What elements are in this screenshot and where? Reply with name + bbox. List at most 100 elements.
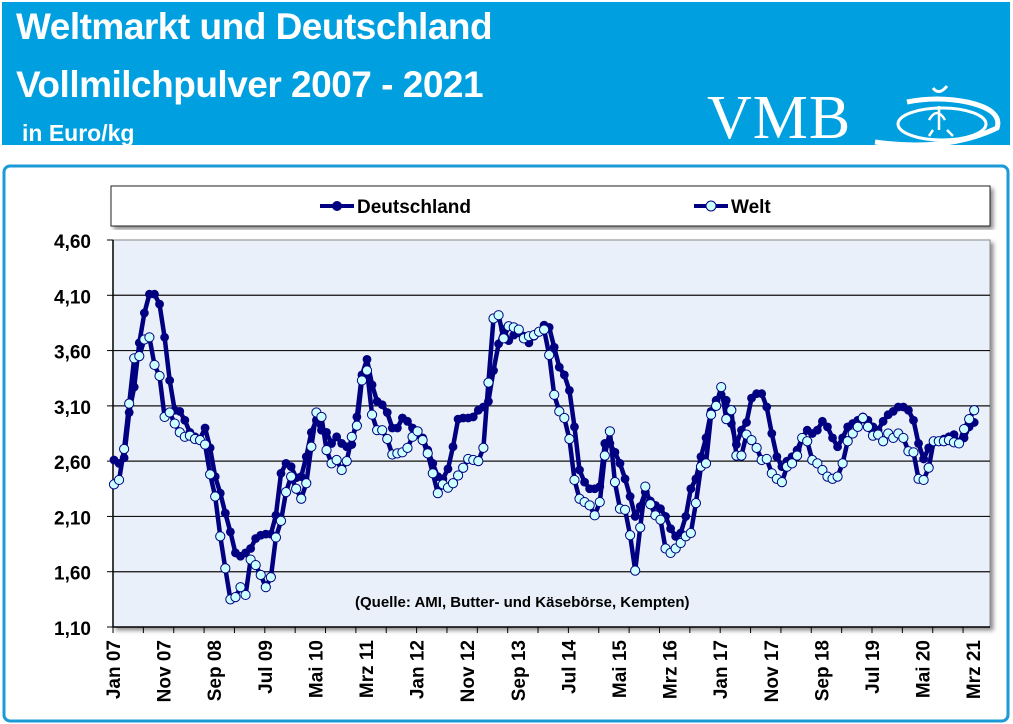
- data-point: [286, 462, 296, 472]
- data-point: [554, 406, 565, 417]
- data-point: [584, 500, 595, 511]
- series-welt: [108, 310, 980, 605]
- data-point: [716, 381, 727, 393]
- data-point: [919, 454, 928, 464]
- data-point: [250, 559, 261, 571]
- x-tick-label: Mai 10: [306, 640, 327, 698]
- data-point: [119, 443, 130, 455]
- data-point: [832, 471, 843, 482]
- data-point: [362, 355, 372, 364]
- data-point: [964, 414, 975, 425]
- data-point: [210, 491, 221, 502]
- data-point: [205, 469, 216, 480]
- header-banner: Weltmarkt und Deutschland Vollmilchpulve…: [2, 2, 1010, 145]
- data-point: [291, 483, 302, 494]
- data-point: [918, 474, 929, 486]
- data-point: [422, 448, 433, 459]
- data-point: [341, 456, 352, 467]
- data-point: [711, 400, 722, 411]
- data-point: [751, 442, 762, 453]
- data-point: [904, 405, 913, 415]
- data-point: [392, 423, 402, 433]
- data-point: [619, 504, 631, 515]
- data-point: [327, 439, 336, 448]
- data-point: [742, 418, 751, 427]
- legend-label-welt: Welt: [731, 197, 771, 218]
- data-point: [696, 452, 706, 462]
- data-point: [569, 474, 580, 486]
- data-point: [377, 425, 388, 436]
- data-point: [726, 405, 737, 416]
- x-tick-label: Mai 20: [914, 640, 935, 698]
- data-point: [230, 592, 241, 603]
- data-point: [276, 468, 286, 478]
- cow-swirl-icon: [874, 85, 1001, 145]
- data-point: [447, 478, 459, 489]
- data-point: [615, 458, 625, 468]
- data-point: [953, 438, 965, 449]
- data-point: [898, 432, 909, 444]
- data-point: [473, 456, 484, 467]
- data-point: [336, 464, 347, 476]
- data-point: [150, 289, 159, 299]
- data-point: [220, 563, 231, 574]
- data-point: [493, 310, 504, 321]
- data-point: [270, 532, 282, 543]
- data-point: [862, 421, 874, 432]
- data-point: [872, 429, 884, 440]
- data-point: [483, 377, 494, 388]
- data-point: [675, 537, 686, 549]
- data-point: [265, 572, 276, 583]
- data-point: [776, 477, 788, 488]
- data-point: [412, 426, 423, 437]
- data-point: [296, 472, 306, 482]
- data-point: [154, 370, 165, 382]
- data-point: [403, 416, 412, 426]
- data-point: [255, 569, 266, 581]
- x-tick-label: Jul 14: [559, 640, 580, 694]
- data-point: [458, 462, 469, 473]
- data-point: [382, 408, 392, 417]
- data-point: [599, 450, 610, 461]
- series-layer: [108, 289, 980, 605]
- data-point: [625, 530, 636, 541]
- source-annotation: (Quelle: AMI, Butter- und Käsebörse, Kem…: [355, 594, 689, 611]
- data-point: [786, 458, 798, 469]
- data-point: [331, 454, 342, 466]
- data-point: [377, 400, 387, 410]
- data-point: [155, 299, 164, 309]
- data-point: [666, 524, 675, 533]
- data-point: [199, 439, 211, 450]
- x-tick-label: Mrz 16: [661, 640, 682, 699]
- data-point: [604, 426, 615, 437]
- y-tick-label: 1,10: [54, 619, 91, 640]
- data-point: [346, 431, 357, 442]
- y-tick-label: 3,60: [54, 343, 91, 364]
- data-point: [124, 398, 135, 409]
- x-tick-label: Sep 18: [812, 640, 833, 701]
- data-point: [681, 512, 691, 521]
- data-point: [164, 407, 175, 418]
- data-point: [169, 418, 180, 429]
- data-point: [220, 508, 230, 518]
- y-tick-label: 3,10: [54, 398, 91, 419]
- data-point: [609, 477, 621, 488]
- data-point: [443, 464, 453, 474]
- data-point: [332, 432, 342, 442]
- data-point: [620, 474, 630, 484]
- data-point: [823, 422, 832, 432]
- data-point: [594, 496, 605, 508]
- data-point: [575, 465, 584, 475]
- data-point: [655, 514, 666, 525]
- data-point: [958, 423, 970, 435]
- data-point: [235, 582, 246, 593]
- data-point: [351, 420, 362, 431]
- x-tick-label: Jan 17: [711, 640, 732, 699]
- legend-box: [110, 185, 991, 227]
- data-point: [539, 324, 550, 335]
- data-point: [842, 436, 853, 447]
- y-tick-label: 2,10: [54, 508, 91, 529]
- x-tick-label: Nov 17: [762, 640, 783, 702]
- x-tick-label: Sep 08: [205, 640, 226, 701]
